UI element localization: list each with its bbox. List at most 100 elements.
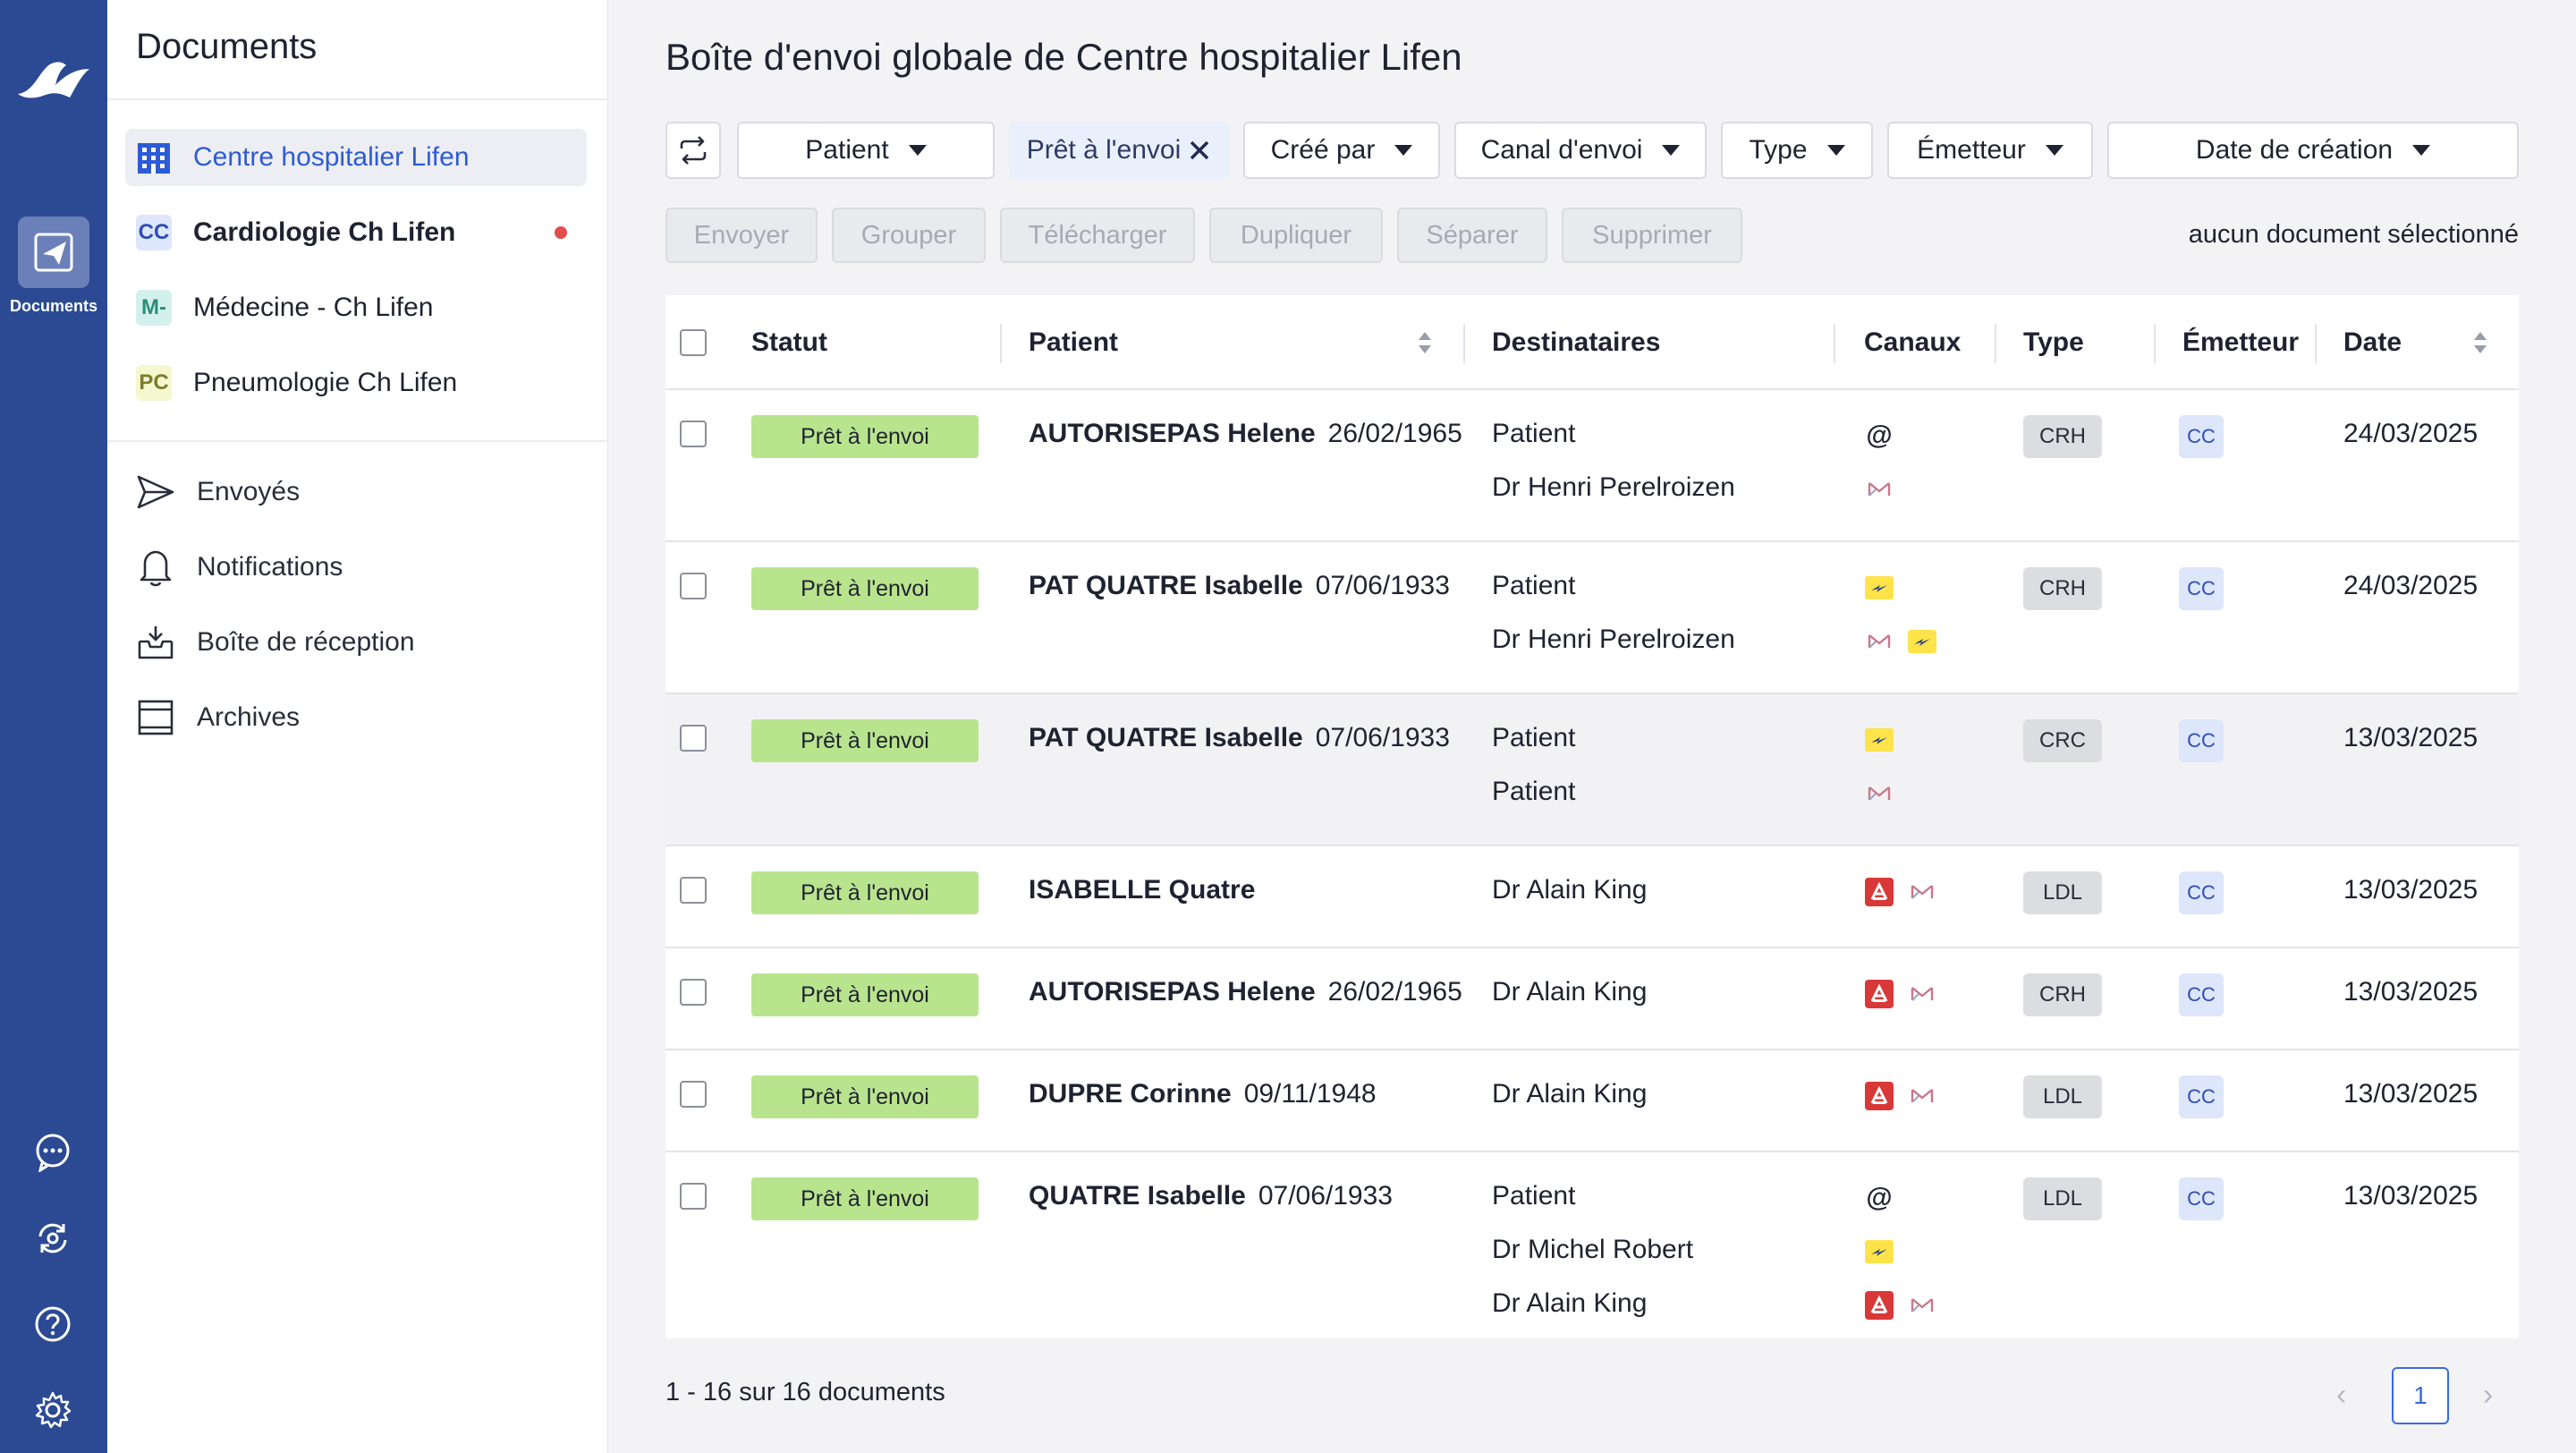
- column-separator: [1834, 324, 1835, 363]
- page-1-button[interactable]: 1: [2392, 1367, 2449, 1424]
- type-badge: CRH: [2023, 973, 2102, 1016]
- nav-archives[interactable]: Archives: [136, 691, 583, 744]
- table-row[interactable]: Prêt à l'envoi AUTORISEPAS Helene 26/02/19…: [665, 390, 2519, 542]
- caret-down-icon: [1662, 145, 1681, 156]
- table-row[interactable]: Prêt à l'envoi AUTORISEPAS Helene 26/02/19…: [665, 948, 2519, 1050]
- column-separator: [2154, 324, 2156, 363]
- previous-page-button[interactable]: ‹: [2336, 1378, 2347, 1412]
- nav-notifications[interactable]: Notifications: [136, 540, 583, 594]
- row-checkbox[interactable]: [680, 877, 707, 904]
- sender-badge: CC: [2179, 567, 2224, 610]
- group-button[interactable]: Grouper: [832, 208, 986, 263]
- table-row[interactable]: Prêt à l'envoi PAT QUATRE Isabelle 07/06/1…: [665, 542, 2519, 694]
- patient-name[interactable]: PAT QUATRE Isabelle 07/06/1933: [1029, 571, 1450, 601]
- filter-label: Émetteur: [1917, 135, 2026, 165]
- select-all-checkbox[interactable]: [680, 329, 707, 356]
- recipient: Patient: [1492, 723, 1576, 752]
- status-badge: Prêt à l'envoi: [751, 1075, 979, 1118]
- header-status[interactable]: Statut: [751, 327, 827, 357]
- row-checkbox[interactable]: [680, 1081, 707, 1108]
- patient-name[interactable]: ISABELLE Quatre: [1029, 875, 1255, 905]
- row-checkbox[interactable]: [680, 573, 707, 599]
- org-badge: CC: [136, 215, 172, 251]
- mssante-mail-icon: [1864, 626, 1894, 657]
- patient-name[interactable]: QUATRE Isabelle 07/06/1933: [1029, 1181, 1393, 1211]
- filter-label: Créé par: [1270, 135, 1376, 165]
- table-row[interactable]: Prêt à l'envoi PAT QUATRE Isabelle 07/06/1…: [665, 694, 2519, 846]
- org-label: Cardiologie Ch Lifen: [193, 217, 456, 247]
- type-badge: CRH: [2023, 567, 2102, 610]
- filter-status-chip[interactable]: Prêt à l'envoi: [1009, 122, 1229, 179]
- header-sender[interactable]: Émetteur: [2182, 327, 2300, 357]
- page-title: Boîte d'envoi globale de Centre hospital…: [665, 36, 1462, 78]
- filter-sender[interactable]: Émetteur: [1887, 122, 2093, 179]
- org-medecine[interactable]: M- Médecine - Ch Lifen: [125, 279, 587, 336]
- patient-fullname: AUTORISEPAS Helene: [1029, 419, 1316, 448]
- mssante-icon: [1864, 877, 1894, 907]
- sender-badge: CC: [2179, 1177, 2224, 1220]
- filter-channel[interactable]: Canal d'envoi: [1454, 122, 1707, 179]
- column-separator: [1995, 324, 1996, 363]
- filter-label: Type: [1749, 135, 1808, 165]
- org-cardiologie[interactable]: CC Cardiologie Ch Lifen: [125, 204, 587, 261]
- mssante-mail-icon: [1907, 979, 1937, 1009]
- documents-nav-button[interactable]: [18, 217, 89, 288]
- patient-fullname: PAT QUATRE Isabelle: [1029, 723, 1303, 752]
- filter-created-date[interactable]: Date de création: [2107, 122, 2519, 179]
- org-pneumologie[interactable]: PC Pneumologie Ch Lifen: [125, 354, 587, 412]
- caret-down-icon: [1826, 145, 1845, 156]
- delete-button[interactable]: Supprimer: [1562, 208, 1742, 263]
- row-date: 24/03/2025: [2343, 419, 2479, 448]
- table-row[interactable]: Prêt à l'envoi QUATRE Isabelle 07/06/1933 P…: [665, 1152, 2519, 1338]
- building-icon: [136, 140, 172, 175]
- filter-patient[interactable]: Patient: [737, 122, 995, 179]
- refresh-button[interactable]: [665, 122, 721, 179]
- filter-created-by[interactable]: Créé par: [1243, 122, 1440, 179]
- chat-icon[interactable]: [30, 1129, 76, 1176]
- status-badge: Prêt à l'envoi: [751, 567, 979, 610]
- send-button[interactable]: Envoyer: [665, 208, 818, 263]
- org-centre-hospitalier-lifen[interactable]: Centre hospitalier Lifen: [125, 129, 587, 186]
- duplicate-button[interactable]: Dupliquer: [1209, 208, 1383, 263]
- header-patient[interactable]: Patient: [1029, 327, 1119, 357]
- header-recipients[interactable]: Destinataires: [1492, 327, 1661, 357]
- patient-name[interactable]: AUTORISEPAS Helene 26/02/1965: [1029, 419, 1462, 449]
- row-checkbox[interactable]: [680, 725, 707, 752]
- unread-dot: [555, 226, 567, 239]
- row-checkbox[interactable]: [680, 1183, 707, 1210]
- sender-badge: CC: [2179, 719, 2224, 762]
- nav-envoyes[interactable]: Envoyés: [136, 465, 583, 519]
- table-row[interactable]: Prêt à l'envoi DUPRE Corinne 09/11/1948 Dr …: [665, 1050, 2519, 1152]
- patient-name[interactable]: PAT QUATRE Isabelle 07/06/1933: [1029, 723, 1450, 753]
- next-page-button[interactable]: ›: [2483, 1378, 2494, 1412]
- recipient: Dr Alain King: [1492, 875, 1648, 905]
- header-date[interactable]: Date: [2343, 327, 2402, 357]
- mssante-icon: [1864, 979, 1894, 1009]
- sort-icon[interactable]: [2472, 329, 2488, 356]
- split-button[interactable]: Séparer: [1397, 208, 1547, 263]
- row-checkbox[interactable]: [680, 979, 707, 1006]
- nav-boite-reception[interactable]: Boîte de réception: [136, 616, 583, 669]
- download-button[interactable]: Télécharger: [1000, 208, 1195, 263]
- patient-name[interactable]: DUPRE Corinne 09/11/1948: [1029, 1079, 1377, 1109]
- lifen-logo-icon[interactable]: [16, 49, 91, 103]
- mssante-mail-icon: [1907, 1290, 1937, 1321]
- nav-label: Boîte de réception: [197, 627, 415, 657]
- close-icon[interactable]: [1188, 139, 1211, 162]
- row-checkbox[interactable]: [680, 421, 707, 447]
- caret-down-icon: [2412, 145, 2431, 156]
- filter-type[interactable]: Type: [1721, 122, 1873, 179]
- patient-fullname: PAT QUATRE Isabelle: [1029, 571, 1303, 600]
- help-icon[interactable]: [30, 1301, 76, 1347]
- settings-icon[interactable]: [30, 1387, 76, 1433]
- postal-icon: [1907, 626, 1937, 657]
- divider: [107, 98, 608, 100]
- send-icon: [136, 472, 175, 512]
- patient-name[interactable]: AUTORISEPAS Helene 26/02/1965: [1029, 977, 1462, 1007]
- sync-icon[interactable]: [30, 1215, 76, 1262]
- table-row[interactable]: Prêt à l'envoi ISABELLE Quatre Dr Alain Ki…: [665, 846, 2519, 948]
- header-channels[interactable]: Canaux: [1864, 327, 1962, 357]
- postal-icon: [1864, 573, 1894, 603]
- sort-icon[interactable]: [1417, 329, 1433, 356]
- header-type[interactable]: Type: [2023, 327, 2084, 357]
